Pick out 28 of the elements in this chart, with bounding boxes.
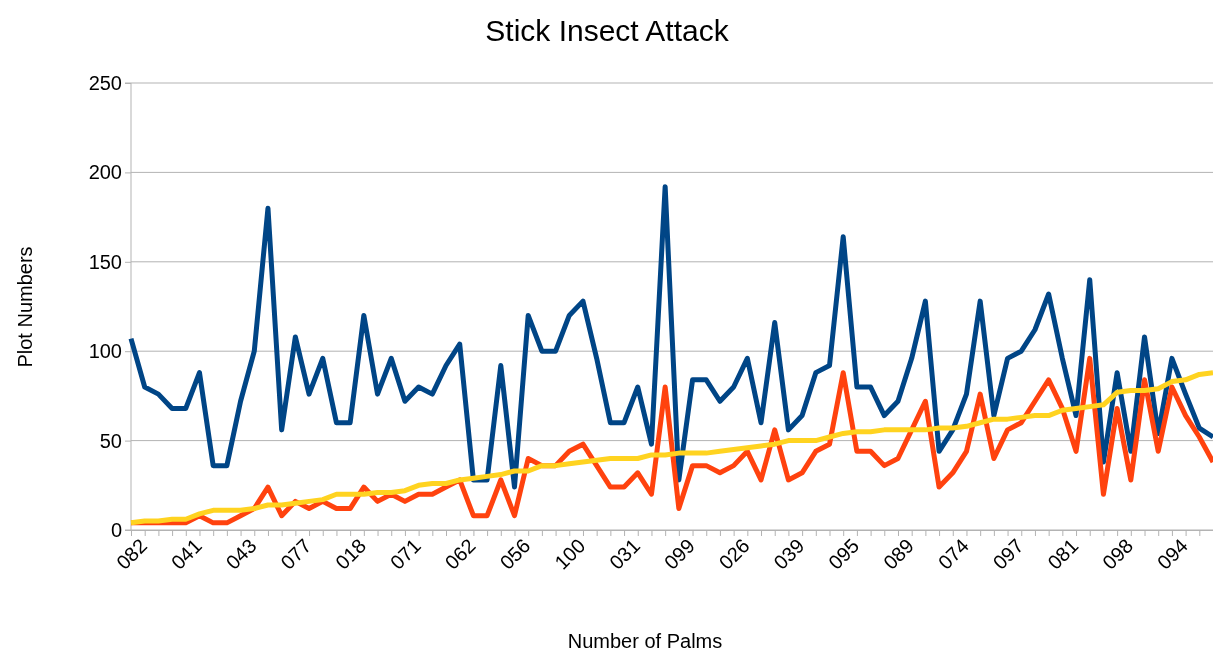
x-tick-label: 094 bbox=[1152, 534, 1192, 574]
y-tick-label: 0 bbox=[110, 518, 122, 541]
x-tick-label: 081 bbox=[1043, 534, 1083, 574]
x-axis-title: Number of Palms bbox=[567, 630, 723, 650]
y-tick-label: 100 bbox=[88, 340, 122, 363]
y-tick-label: 50 bbox=[99, 429, 122, 452]
x-tick-label: 041 bbox=[166, 534, 206, 574]
x-tick-label: 097 bbox=[988, 534, 1028, 574]
x-tick-label: 071 bbox=[385, 534, 425, 574]
x-tick-label: 043 bbox=[221, 534, 261, 574]
x-tick-label: 095 bbox=[824, 534, 864, 574]
x-tick-label: 077 bbox=[276, 534, 316, 574]
x-tick-label: 074 bbox=[933, 534, 973, 574]
x-tick-label: 089 bbox=[878, 534, 919, 574]
x-tick-label: 026 bbox=[714, 534, 754, 574]
x-tick-label: 100 bbox=[550, 534, 590, 574]
x-tick-label: 062 bbox=[440, 534, 480, 574]
y-tick-label: 200 bbox=[88, 161, 122, 184]
x-tick-label: 098 bbox=[1098, 534, 1138, 574]
y-tick-label: 250 bbox=[88, 71, 122, 94]
y-axis-title: Plot Numbers bbox=[14, 246, 36, 368]
x-tick-label: 031 bbox=[604, 534, 645, 574]
x-tick-label: 099 bbox=[659, 534, 699, 574]
chart-title: Stick Insect Attack bbox=[485, 14, 730, 47]
x-tick-label: 018 bbox=[331, 534, 371, 574]
y-tick-label: 150 bbox=[88, 250, 122, 273]
x-tick-label: 056 bbox=[495, 534, 535, 574]
x-tick-label: 039 bbox=[769, 534, 809, 574]
